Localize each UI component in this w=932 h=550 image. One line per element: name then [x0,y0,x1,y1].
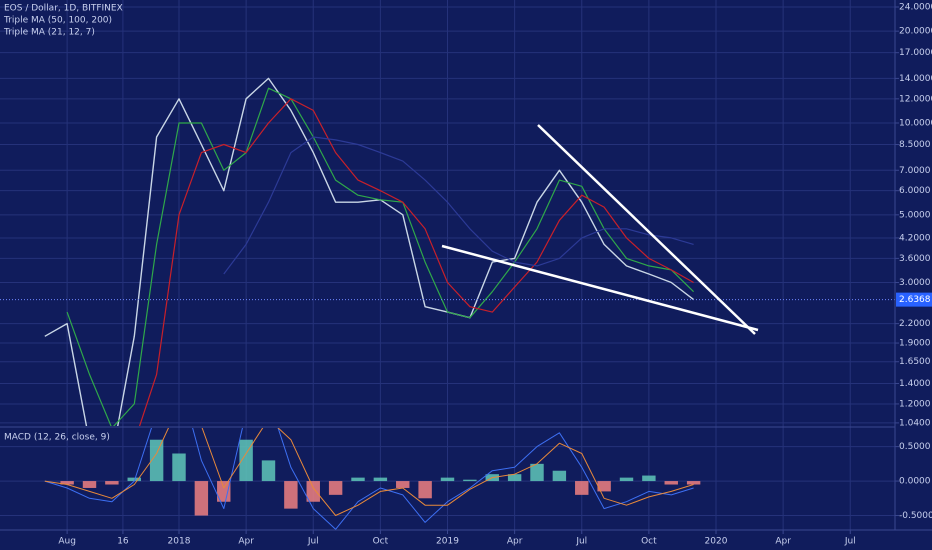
y-tick-label: 3.6000 [899,254,931,264]
y-tick-label: 17.0000 [899,48,932,58]
y-tick-label: 1.0400 [899,418,931,428]
y-tick-label: 1.4000 [899,379,931,389]
histogram-bar [552,470,567,482]
x-tick-label: 16 [117,537,129,547]
histogram-bar [530,463,544,482]
series-line [44,77,695,426]
histogram-bar [373,477,388,482]
histogram-bar [686,481,701,485]
histogram-bar [418,481,432,499]
indicator-label: Triple MA (21, 12, 7) [3,28,95,38]
y-tick-label: -0.5000 [899,511,932,521]
y-tick-label: 14.0000 [899,74,932,84]
histogram-bar [261,460,276,482]
y-tick-label: 12.0000 [899,94,932,104]
histogram-bar [239,439,253,482]
histogram-bar [328,481,343,495]
series-line [138,98,694,426]
x-tick-label: Oct [373,537,389,547]
price-pane [0,77,895,426]
y-tick-label: 10.0000 [899,118,932,128]
histogram-bar [149,439,164,482]
histogram-bar [463,479,477,482]
y-tick-label: 6.0000 [899,186,931,196]
histogram-bar [619,477,634,482]
axes: 24.0000 20.0000 17.0000 14.0000 12.0000 10.00… [58,2,932,547]
y-tick-label: 1.2000 [899,399,931,409]
x-tick-label: Oct [641,537,657,547]
histogram-bar [440,477,455,482]
price-badge-label: 2.6368 [899,295,931,305]
x-tick-label: Apr [507,537,523,547]
histogram-bar [217,481,231,502]
y-tick-label: 2.2000 [899,319,931,329]
histogram-bar [194,481,209,516]
x-tick-label: Apr [238,537,254,547]
histogram-bar [351,477,365,482]
y-tick-label: 1.6500 [899,357,931,367]
x-tick-label: 2018 [168,537,191,547]
macd-pane [44,428,701,530]
histogram-bar [284,481,298,509]
y-tick-label: 24.0000 [899,2,932,12]
price-badge [896,292,932,307]
y-tick-label: 8.5000 [899,140,931,150]
x-tick-label: Aug [58,537,76,547]
series-line [223,136,694,275]
histogram-bar [396,481,410,488]
x-tick-label: Jul [575,537,587,547]
trend-line [441,244,759,332]
histogram-bar [127,477,141,482]
y-tick-label: 3.0000 [899,278,931,288]
histogram-bar [105,481,119,485]
macd-title: MACD (12, 26, close, 9) [4,433,110,443]
y-tick-label: 7.0000 [899,166,931,176]
y-tick-label: 0.0000 [899,477,931,487]
y-tick-label: 4.2000 [899,233,931,243]
y-tick-label: 1.9000 [899,339,931,349]
y-tick-label: 5.0000 [899,210,931,220]
x-tick-label: 2019 [436,537,459,547]
histogram-bar [664,481,678,485]
trend-line [537,124,756,335]
x-tick-label: 2020 [705,537,728,547]
histogram-bar [575,481,589,495]
y-tick-label: 20.0000 [899,27,932,37]
x-tick-label: Apr [775,537,791,547]
chart-title: EOS / Dollar, 1D, BITFINEX [4,4,123,14]
histogram-bar [306,481,320,502]
histogram-bar [172,453,186,482]
histogram-bar [82,481,97,488]
series-line [44,428,694,530]
histogram-bar [642,475,656,482]
y-tick-label: 0.5000 [899,442,931,452]
indicator-label: Triple MA (50, 100, 200) [3,16,112,26]
histogram-bar [60,481,74,485]
x-tick-label: Jul [307,537,319,547]
histogram-bar [597,481,611,492]
series-line [44,428,694,516]
series-line [66,87,695,426]
histogram-bar [507,474,522,482]
x-tick-label: Jul [844,537,856,547]
